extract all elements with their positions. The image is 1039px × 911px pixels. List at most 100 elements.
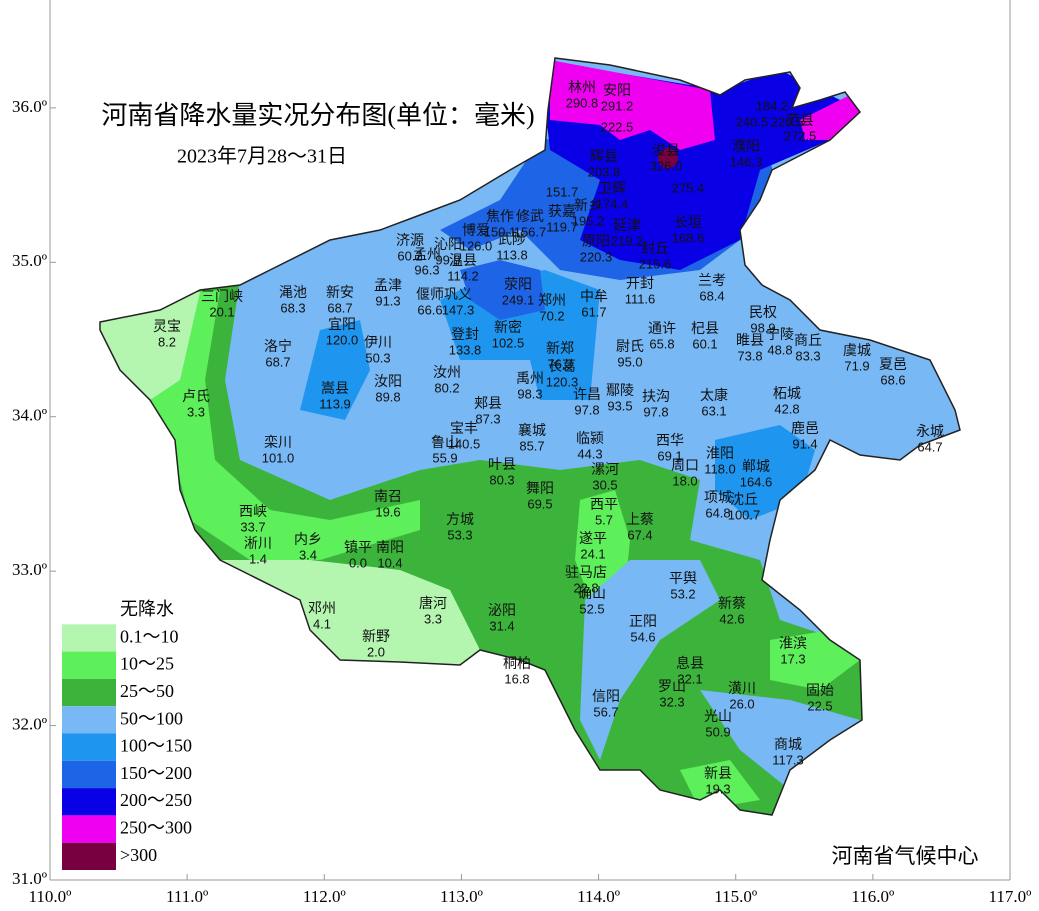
station-name: 扶沟: [642, 389, 670, 405]
station-value: 119.7: [546, 219, 578, 234]
station-value: 95.0: [617, 354, 642, 369]
station-value: 99.9: [435, 252, 460, 267]
station-value: 33.7: [240, 519, 265, 534]
station-name: 临颍: [576, 431, 604, 447]
station-name: 民权: [749, 305, 777, 321]
legend-label: 100～150: [120, 736, 192, 756]
station-name: 柘城: [773, 386, 801, 402]
legend-swatch: [62, 760, 116, 789]
station-value: 63.1: [701, 403, 726, 418]
station-name: 太康: [700, 387, 728, 404]
station-name: 宜阳: [328, 317, 356, 333]
station-name: 登封: [451, 327, 479, 343]
station-name: 西平: [590, 498, 618, 513]
axis-frame: [49, 0, 1011, 881]
station-name: 罗山: [658, 679, 686, 695]
station-value: 69.5: [527, 496, 552, 511]
station-name: 安阳: [603, 83, 631, 99]
station-name: 新野: [362, 629, 390, 645]
station-value: 2.0: [367, 644, 385, 659]
station-value: 151.7: [546, 184, 579, 199]
station-value: 48.8: [767, 342, 792, 357]
station-value: 249.1: [502, 292, 535, 307]
station-name: 襄城: [518, 423, 546, 439]
station-name: 辉县: [590, 149, 618, 165]
y-tick-label: 35.0º: [12, 251, 47, 270]
station-value: 70.2: [539, 308, 564, 323]
legend-swatch: [62, 788, 116, 816]
legend-swatch: [62, 624, 116, 652]
station-value: 118.0: [704, 461, 736, 476]
station-value: 5.7: [595, 512, 613, 527]
station-name: 长垣: [674, 215, 702, 231]
station-name: 邓州: [308, 601, 336, 617]
station-value: 19.3: [705, 781, 730, 796]
station-name: 沁阳: [434, 237, 462, 253]
station-value: 89.8: [375, 389, 400, 404]
station-value: 91.4: [792, 436, 817, 451]
station-value: 0.0: [349, 555, 367, 570]
legend-label: 150～200: [120, 763, 192, 783]
station-name: 三门峡: [201, 289, 243, 305]
station-name: 虞城: [843, 343, 871, 359]
station-value: 10.4: [377, 555, 402, 570]
x-tick-label: 112.0º: [303, 887, 346, 906]
station-value: 240.5: [736, 114, 769, 129]
station-value: 56.7: [593, 704, 618, 719]
credit: 河南省气候中心: [832, 844, 979, 868]
legend-swatch: [62, 815, 116, 843]
station-value: 101.0: [262, 450, 295, 465]
station-value: 68.7: [265, 354, 290, 369]
station-value: 42.8: [774, 401, 799, 416]
legend-label: 10～25: [120, 654, 174, 674]
station-name: 郏县: [474, 396, 502, 412]
station-value: 290.8: [566, 95, 599, 110]
legend-label: 0.1～10: [120, 626, 179, 646]
station-name: 淮滨: [779, 636, 807, 652]
station-name: 宝丰: [450, 421, 478, 437]
station-name: 封丘: [641, 241, 669, 257]
station-value: 42.6: [719, 611, 744, 626]
station-name: 驻马店: [565, 565, 607, 581]
station-name: 偃师: [416, 286, 444, 303]
station-name: 南阳: [376, 540, 404, 556]
station-name: 新郑: [546, 341, 574, 357]
station-value: 120.0: [326, 332, 359, 347]
station-name: 新蔡: [718, 596, 746, 612]
station-name: 济源: [396, 233, 424, 249]
subtitle: 2023年7月28～31日: [177, 145, 347, 168]
station-name: 开封: [626, 276, 654, 292]
station-value: 73.8: [737, 348, 762, 363]
x-tick-label: 116.0º: [851, 887, 894, 906]
station-name: 兰考: [698, 273, 726, 289]
station-value: 120.3: [546, 374, 579, 389]
station-name: 淅川: [244, 536, 272, 552]
station-value: 98.9: [750, 320, 775, 335]
station-name: 上蔡: [626, 512, 654, 528]
station-value: 168.6: [672, 230, 705, 245]
station-name: 延津: [613, 218, 641, 234]
station-value: 147.3: [442, 302, 475, 317]
station-value: 64.8: [705, 505, 730, 520]
station-value: 26.0: [729, 696, 754, 711]
station-name: 中牟: [580, 289, 608, 305]
station-value: 22.5: [807, 698, 832, 713]
station-name: 林州: [568, 80, 596, 96]
legend: 无降水 0.1～10 10～25 25～50 50～100 100～150 150～200 2…: [62, 597, 192, 870]
station-value: 32.3: [659, 694, 684, 709]
y-tick-label: 32.0º: [12, 714, 47, 733]
station-value: 69.1: [657, 448, 682, 463]
y-tick-label: 33.0º: [12, 560, 47, 579]
legend-swatch: [62, 651, 116, 679]
station-name: 潢川: [728, 681, 756, 697]
station-name: 长葛: [548, 359, 576, 375]
station-value: 156.7: [514, 224, 547, 239]
station-value: 54.6: [630, 629, 655, 644]
legend-label: 200～250: [120, 790, 192, 810]
station-value: 215.6: [639, 256, 672, 271]
station-value: 102.5: [492, 335, 525, 350]
legend-swatch: [62, 706, 116, 734]
station-name: 范县: [786, 112, 814, 129]
station-name: 遂平: [579, 531, 607, 547]
